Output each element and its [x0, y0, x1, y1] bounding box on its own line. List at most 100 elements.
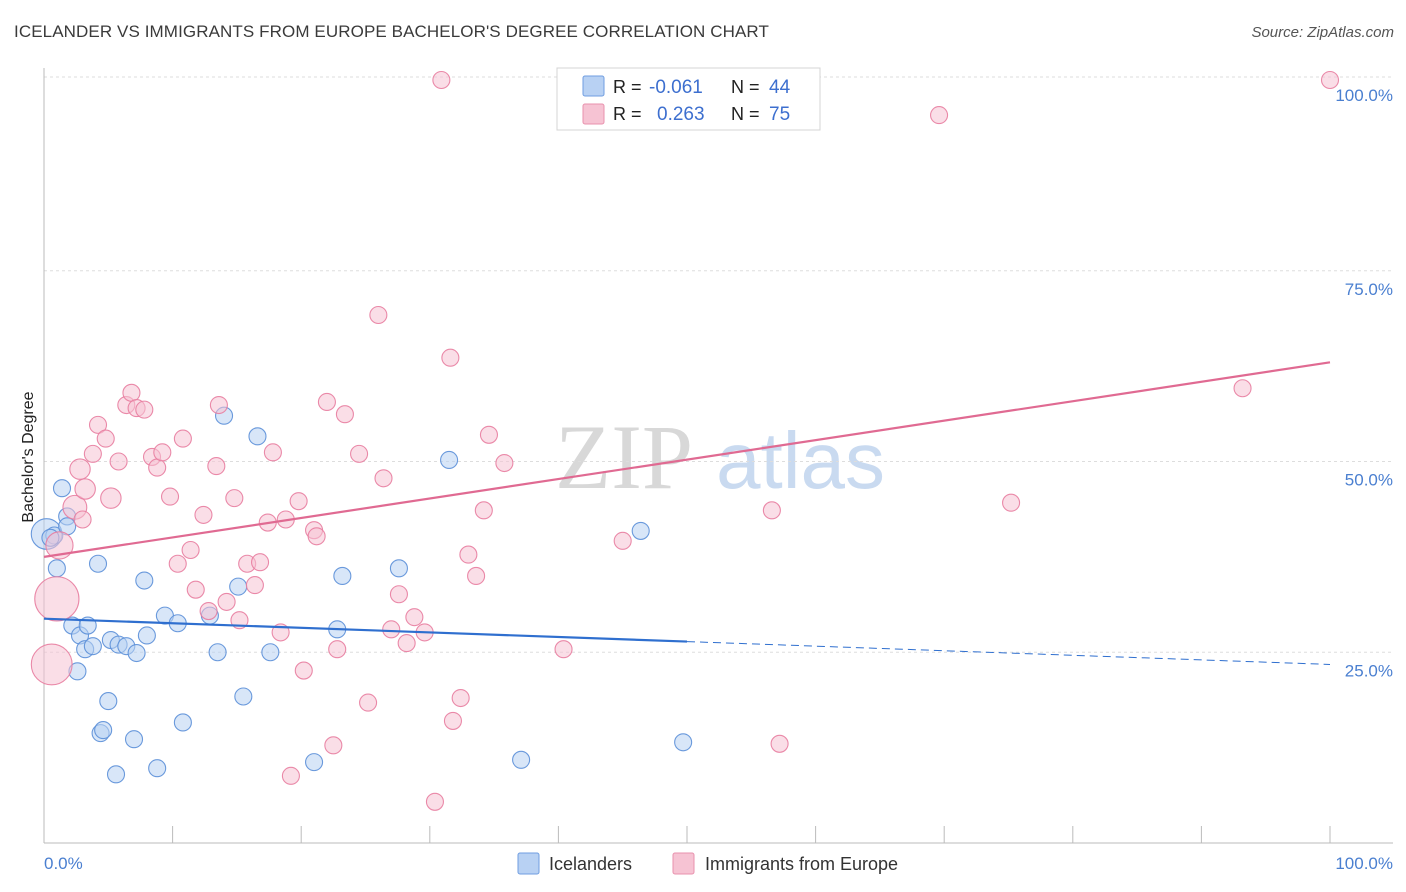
legend-r-label-1: R =	[613, 77, 642, 97]
immigrants-point-74	[73, 510, 92, 529]
icelanders-point-37	[333, 566, 352, 586]
immigrants-point-19	[168, 554, 187, 573]
immigrants-point-60	[459, 545, 478, 564]
immigrants-point-65	[554, 640, 573, 659]
immigrants-point-53	[405, 608, 424, 627]
y-tick-label-75: 75.0%	[1345, 280, 1393, 299]
immigrants-point-48	[369, 305, 388, 325]
trend-line-icelanders	[43, 617, 688, 643]
source-text: Source: ZipAtlas.com	[1251, 24, 1394, 41]
icelanders-point-24	[148, 759, 167, 778]
x-tick-label-max: 100.0%	[1335, 854, 1393, 873]
immigrants-point-42	[317, 392, 336, 412]
icelanders-point-39	[440, 450, 459, 470]
icelanders-point-40	[512, 750, 531, 769]
y-tick-label-100: 100.0%	[1335, 86, 1393, 105]
legend-r-value-2: 0.263	[657, 104, 705, 125]
icelanders-point-2	[47, 559, 66, 578]
immigrants-point-69	[930, 106, 949, 125]
immigrants-point-55	[425, 792, 444, 811]
icelanders-point-15	[99, 692, 118, 711]
immigrants-point-38	[289, 492, 308, 511]
immigrants-point-57	[441, 348, 460, 367]
source-credit: Source: ZipAtlas.com	[1251, 24, 1394, 41]
trend-line-icelanders-extrapolated	[686, 641, 1331, 665]
immigrants-point-45	[335, 405, 354, 424]
legend-n-value-1: 44	[769, 77, 791, 98]
icelanders-point-20	[124, 730, 144, 749]
immigrants-point-18	[160, 487, 180, 506]
immigrants-point-34	[263, 443, 282, 462]
x-tick-label-min: 0.0%	[44, 854, 83, 873]
icelanders-point-34	[261, 643, 280, 662]
immigrants-point-10	[109, 452, 128, 471]
bottom-legend-swatch-icelanders[interactable]	[517, 852, 540, 875]
immigrants-point-47	[359, 693, 378, 712]
icelanders-point-17	[106, 765, 126, 784]
immigrants-point-25	[207, 457, 226, 476]
legend-n-label-2: N =	[731, 104, 760, 124]
watermark-zip: ZIP	[555, 406, 693, 508]
icelanders-point-22	[135, 571, 154, 590]
immigrants-point-58	[443, 711, 462, 730]
immigrants-point-2	[45, 531, 74, 560]
immigrants-point-28	[225, 489, 244, 508]
icelanders-point-29	[208, 643, 227, 662]
immigrants-point-67	[762, 501, 781, 520]
immigrants-point-50	[382, 620, 401, 639]
icelanders-point-27	[173, 713, 192, 732]
y-axis-label: Bachelor's Degree	[20, 391, 37, 522]
legend-n-value-2: 75	[769, 104, 790, 125]
series-legend: Icelanders Immigrants from Europe	[517, 852, 898, 875]
immigrants-point-43	[324, 736, 343, 755]
immigrants-point-44	[328, 640, 347, 659]
immigrants-point-37	[281, 766, 300, 785]
immigrants-point-14	[135, 400, 154, 419]
immigrants-point-23	[194, 505, 213, 524]
immigrants-point-39	[294, 661, 313, 680]
bottom-legend-swatch-immigrants[interactable]	[672, 852, 695, 875]
immigrants-point-61	[467, 566, 486, 586]
axes	[43, 68, 1393, 844]
immigrants-point-51	[389, 585, 408, 604]
legend-r-label-2: R =	[613, 104, 642, 124]
immigrants-point-1	[34, 576, 80, 622]
immigrants-point-8	[96, 429, 115, 448]
immigrants-point-41	[307, 527, 326, 546]
immigrants-point-4	[69, 458, 91, 480]
y-tick-label-50: 50.0%	[1345, 471, 1393, 490]
immigrants-point-26	[209, 395, 228, 415]
immigrants-point-21	[181, 540, 200, 560]
immigrants-point-72	[1320, 70, 1340, 90]
icelanders-point-12	[88, 554, 108, 573]
bottom-legend-label-immigrants[interactable]: Immigrants from Europe	[705, 854, 898, 874]
trend-lines	[43, 361, 1331, 665]
immigrants-point-66	[613, 531, 632, 550]
icelanders-point-31	[229, 577, 248, 596]
immigrants-point-6	[83, 444, 102, 463]
legend-swatch-immigrants	[582, 103, 605, 125]
icelanders-point-35	[305, 753, 324, 772]
correlation-legend: R = -0.061 N = 44 R = 0.263 N = 75	[556, 67, 821, 131]
immigrants-point-62	[474, 501, 493, 520]
legend-r-value-1: -0.061	[649, 77, 703, 98]
x-ticks	[172, 826, 1331, 843]
immigrants-point-64	[495, 453, 514, 473]
immigrants-point-32	[250, 553, 270, 572]
y-tick-labels: 25.0% 50.0% 75.0% 100.0%	[1335, 86, 1393, 680]
bottom-legend-label-icelanders[interactable]: Icelanders	[549, 854, 632, 874]
immigrants-point-9	[100, 487, 122, 509]
immigrants-point-46	[350, 444, 369, 463]
icelanders-point-42	[674, 733, 693, 752]
immigrants-point-0	[30, 643, 73, 686]
immigrants-point-20	[173, 429, 192, 448]
immigrants-point-59	[451, 688, 470, 708]
immigrants-point-70	[1002, 493, 1021, 512]
immigrants-point-56	[432, 70, 451, 90]
immigrants-point-49	[374, 469, 393, 488]
series-immigrants-from-europe	[30, 70, 1340, 811]
immigrants-point-68	[770, 734, 789, 753]
icelanders-point-32	[234, 687, 253, 706]
icelanders-point-23	[137, 626, 156, 645]
